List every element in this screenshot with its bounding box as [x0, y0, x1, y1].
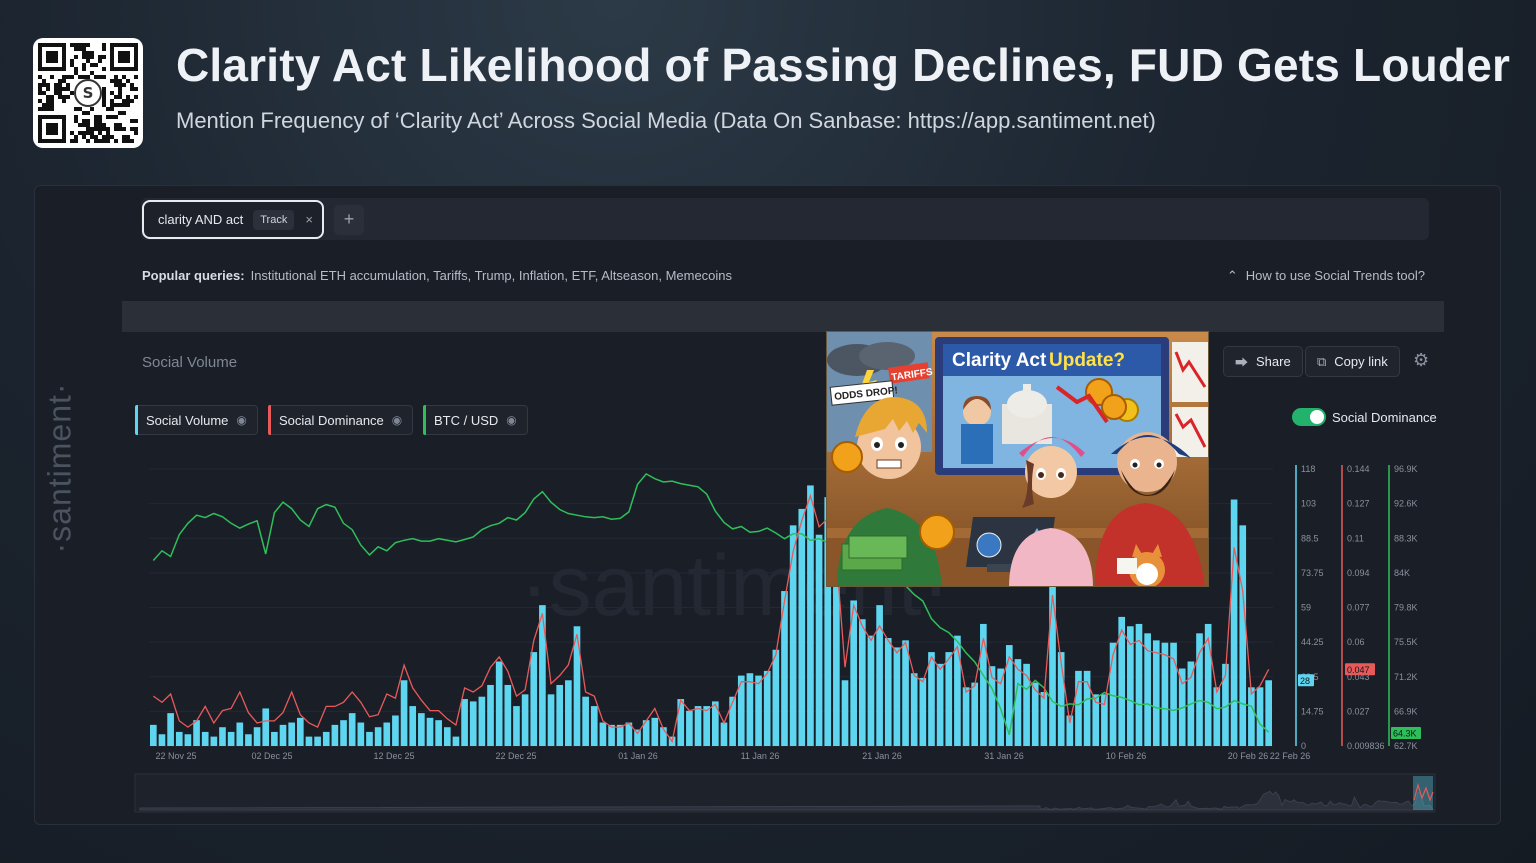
qr-code: S	[33, 38, 143, 148]
qr-pattern	[38, 43, 138, 143]
legend-label: BTC / USD	[434, 412, 499, 428]
page-subtitle: Mention Frequency of ‘Clarity Act’ Acros…	[176, 108, 1156, 133]
chart-header: Social Volume	[142, 354, 238, 371]
legend-label: Social Dominance	[279, 412, 384, 428]
qr-center-logo: S	[74, 79, 102, 107]
toggle-label: Social Dominance	[1332, 410, 1437, 425]
query-chip[interactable]: clarity AND act Track ×	[142, 200, 324, 239]
illus-headline-a: Clarity Act	[952, 350, 1047, 371]
legend-social-volume[interactable]: Social Volume ◉	[135, 405, 258, 435]
cartoon-illustration: Clarity Act Update? TARIFFS ODDS DROP!	[826, 331, 1209, 587]
close-icon[interactable]: ×	[305, 212, 313, 227]
share-label: Share	[1256, 354, 1291, 369]
link-icon: ⧉	[1317, 353, 1327, 369]
legend-color-bar	[135, 405, 138, 435]
gear-icon[interactable]: ⚙	[1413, 350, 1430, 370]
eye-icon[interactable]: ◉	[391, 413, 403, 427]
eye-icon[interactable]: ◉	[506, 413, 517, 427]
popular-queries-list[interactable]: Institutional ETH accumulation, Tariffs,…	[250, 268, 733, 283]
trends-strip	[122, 301, 1444, 332]
help-link-text[interactable]: How to use Social Trends tool?	[1245, 268, 1425, 283]
legend-social-dominance[interactable]: Social Dominance ◉	[268, 405, 414, 435]
popular-queries-label: Popular queries:	[142, 268, 245, 283]
social-dominance-toggle[interactable]	[1292, 408, 1326, 426]
legend-label: Social Volume	[146, 412, 229, 428]
eye-icon[interactable]: ◉	[236, 413, 247, 427]
page-title: Clarity Act Likelihood of Passing Declin…	[176, 39, 1511, 91]
share-icon: ⮕	[1235, 355, 1249, 370]
legend-color-bar	[268, 405, 271, 435]
copy-link-button[interactable]: ⧉ Copy link	[1305, 346, 1400, 377]
track-button[interactable]: Track	[253, 209, 295, 230]
query-text: clarity AND act	[158, 212, 244, 227]
legend-btc-usd[interactable]: BTC / USD ◉	[423, 405, 528, 435]
popular-queries: Popular queries: Institutional ETH accumu…	[142, 268, 732, 283]
santiment-side-logo: ·santiment·	[42, 382, 79, 553]
share-button[interactable]: ⮕ Share	[1223, 346, 1303, 377]
illus-headline-b: Update?	[1049, 350, 1125, 371]
legend-color-bar	[423, 405, 426, 435]
help-link[interactable]: ⌃ How to use Social Trends tool?	[1227, 268, 1425, 284]
add-query-button[interactable]: +	[334, 205, 364, 235]
cartoon-image: Clarity Act Update? TARIFFS ODDS DROP!	[827, 332, 1208, 586]
chevron-up-icon: ⌃	[1226, 268, 1238, 283]
copy-link-label: Copy link	[1334, 354, 1388, 369]
